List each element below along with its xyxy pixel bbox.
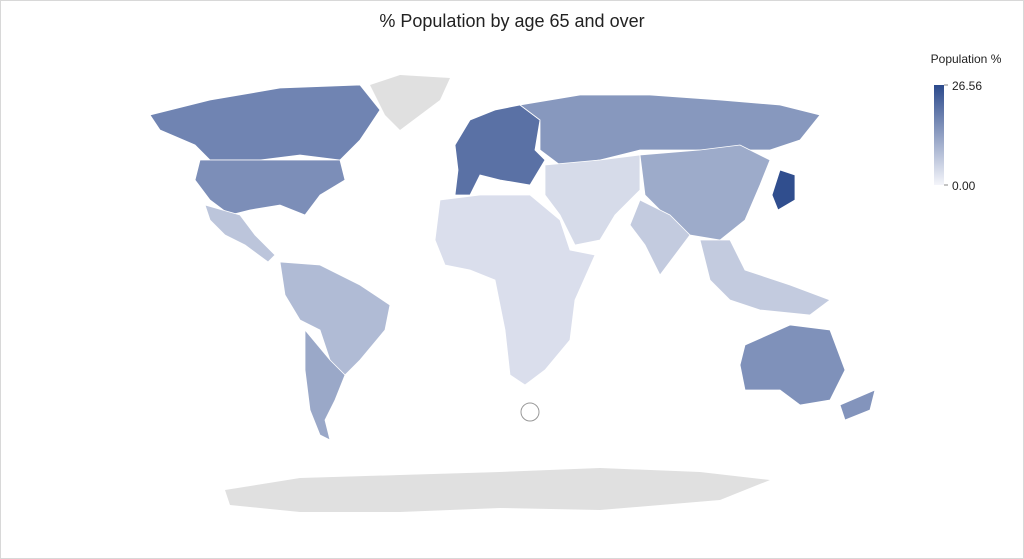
- region: [544, 154, 641, 246]
- region: [304, 328, 346, 441]
- region: [629, 199, 691, 276]
- legend-colorbar: [934, 85, 944, 185]
- region: [739, 324, 846, 406]
- no-data-region: [225, 468, 770, 512]
- chart-title: % Population by age 65 and over: [379, 11, 644, 31]
- legend-tick-label: 0.00: [952, 179, 976, 193]
- no-data-region: [370, 75, 450, 130]
- legend-tick-label: 26.56: [952, 79, 982, 93]
- region: [279, 261, 391, 381]
- region: [204, 204, 276, 263]
- region: [454, 104, 546, 196]
- marker-circle: [520, 402, 540, 422]
- region: [699, 239, 831, 316]
- region: [194, 159, 346, 216]
- region: [771, 169, 796, 211]
- region: [434, 194, 596, 386]
- region: [839, 389, 876, 421]
- region: [639, 144, 771, 241]
- legend-title: Population %: [931, 52, 1002, 66]
- regions: [149, 84, 876, 441]
